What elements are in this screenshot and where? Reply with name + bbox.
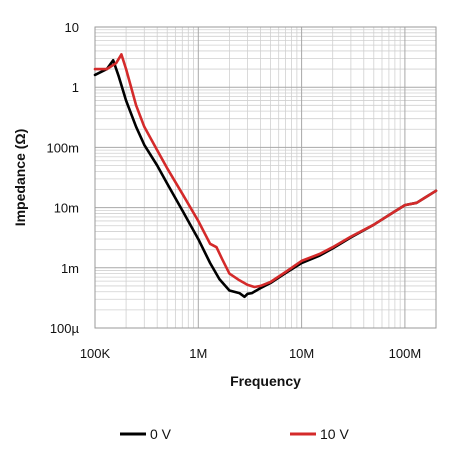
x-tick-label: 100M [389, 346, 422, 361]
x-tick-label: 1M [189, 346, 207, 361]
y-tick-label: 100m [46, 140, 79, 155]
series-lines [93, 53, 438, 299]
legend-label: 0 V [150, 426, 172, 442]
y-tick-label: 100µ [50, 321, 80, 336]
legend: 0 V 10 V [120, 426, 349, 442]
plot-area-frame [94, 26, 437, 329]
y-axis-title: Impedance (Ω) [12, 129, 28, 227]
y-tick-label: 1m [61, 261, 79, 276]
legend-label: 10 V [320, 426, 349, 442]
y-tick-label: 10m [54, 201, 79, 216]
series-line-10v [93, 53, 438, 289]
y-tick-label: 1 [72, 80, 79, 95]
x-tick-label: 10M [289, 346, 314, 361]
y-tick-label: 10 [65, 20, 79, 35]
x-tick-label: 100K [80, 346, 111, 361]
x-tick-labels: 100K 1M 10M 100M [80, 346, 421, 361]
y-tick-labels: 10 1 100m 10m 1m 100µ [46, 20, 79, 336]
x-axis-title: Frequency [230, 373, 301, 389]
